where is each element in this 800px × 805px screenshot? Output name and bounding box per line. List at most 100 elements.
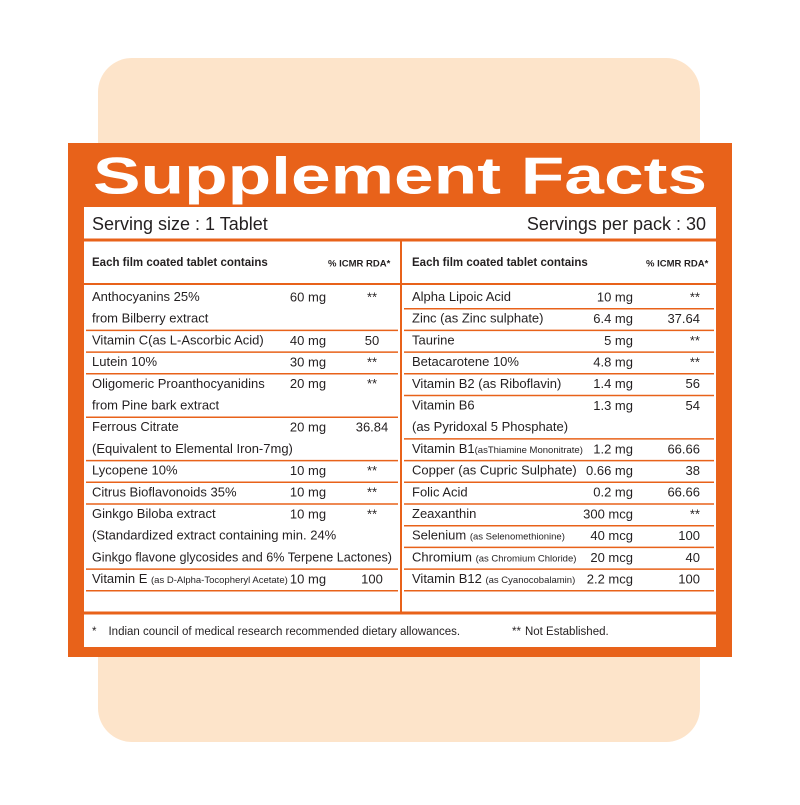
footnote-text: Not Established. <box>525 626 609 638</box>
name-note: (as Selenomethionine) <box>470 531 565 542</box>
name-text: Vitamin B1 <box>412 441 475 456</box>
amount: 1.2 mg <box>593 441 633 456</box>
rda: 54 <box>686 398 700 413</box>
footnote: * Indian council of medical research reco… <box>92 626 460 638</box>
ingredient-name: Ferrous Citrate <box>92 420 179 435</box>
ingredient-name: (Standardized extract containing min. 24… <box>92 528 337 543</box>
rda-heading: % ICMR RDA* <box>328 259 391 270</box>
name-text: Betacarotene 10% <box>412 355 519 370</box>
ingredient-name: Alpha Lipoic Acid <box>412 289 511 304</box>
rda: 100 <box>678 528 700 543</box>
amount: 20 mg <box>290 376 326 391</box>
name-text: Lycopene 10% <box>92 463 178 478</box>
ingredient-name: Betacarotene 10% <box>412 355 519 370</box>
ingredient-name: Ginkgo flavone glycosides and 6% Terpene… <box>92 550 392 565</box>
name-note: (as Chromium Chloride) <box>476 553 577 564</box>
name-text: Ferrous Citrate <box>92 420 179 435</box>
name-text: Chromium <box>412 550 476 565</box>
amount: 6.4 mg <box>593 311 633 326</box>
footnote-mark: * <box>92 626 97 638</box>
name-text: Taurine <box>412 333 455 348</box>
amount: 30 mg <box>290 355 326 370</box>
name-text: Vitamin B2 (as Riboflavin) <box>412 376 561 391</box>
amount: 10 mg <box>597 289 633 304</box>
name-text: Vitamin B12 <box>412 572 485 587</box>
name-text: Oligomeric Proanthocyanidins <box>92 376 265 391</box>
amount: 10 mg <box>290 572 326 587</box>
amount: 2.2 mcg <box>587 572 633 587</box>
name-text: from Pine bark extract <box>92 398 220 413</box>
rda: ** <box>367 289 377 304</box>
ingredient-name: Chromium (as Chromium Chloride) <box>412 550 576 565</box>
amount: 20 mcg <box>590 550 633 565</box>
ingredient-name: Taurine <box>412 333 455 348</box>
ingredient-name: Vitamin B6 <box>412 398 475 413</box>
rda-heading: % ICMR RDA* <box>646 259 709 270</box>
rda: ** <box>367 485 377 500</box>
ingredient-name: Vitamin B2 (as Riboflavin) <box>412 376 561 391</box>
footnote-text: Indian council of medical research recom… <box>108 626 460 638</box>
name-text: from Bilberry extract <box>92 311 209 326</box>
ingredient-name: Lutein 10% <box>92 355 157 370</box>
ingredient-name: (as Pyridoxal 5 Phosphate) <box>412 420 568 435</box>
name-text: Vitamin C(as L-Ascorbic Acid) <box>92 333 264 348</box>
ingredient-name: Zeaxanthin <box>412 506 476 521</box>
servings-per-pack: Servings per pack : 30 <box>527 214 706 234</box>
ingredient-name: Vitamin C(as L-Ascorbic Acid) <box>92 333 264 348</box>
ingredient-name: Lycopene 10% <box>92 463 178 478</box>
amount: 5 mg <box>604 333 633 348</box>
ingredient-name: Copper (as Cupric Sulphate) <box>412 463 577 478</box>
amount: 40 mcg <box>590 528 633 543</box>
name-text: Ginkgo flavone glycosides and 6% Terpene… <box>92 550 392 565</box>
ingredient-name: Ginkgo Biloba extract <box>92 506 216 521</box>
name-note: (asThiamine Mononitrate) <box>475 444 583 455</box>
ingredient-name: (Equivalent to Elemental Iron-7mg) <box>92 441 293 456</box>
rda: ** <box>367 376 377 391</box>
name-text: Ginkgo Biloba extract <box>92 506 216 521</box>
serving-size: Serving size : 1 Tablet <box>92 214 268 234</box>
name-text: Vitamin E <box>92 572 151 587</box>
name-text: Zeaxanthin <box>412 506 476 521</box>
ingredient-name: Vitamin E (as D-Alpha-Tocopheryl Acetate… <box>92 572 288 587</box>
amount: 0.66 mg <box>586 463 633 478</box>
rda: 100 <box>678 572 700 587</box>
amount: 60 mg <box>290 289 326 304</box>
rda: ** <box>367 355 377 370</box>
rda: 40 <box>686 550 700 565</box>
column-heading: Each film coated tablet contains <box>412 257 588 269</box>
ingredient-name: Citrus Bioflavonoids 35% <box>92 485 237 500</box>
rda: 38 <box>686 463 700 478</box>
rda: ** <box>367 463 377 478</box>
amount: 10 mg <box>290 506 326 521</box>
name-text: (as Pyridoxal 5 Phosphate) <box>412 420 568 435</box>
name-text: Vitamin B6 <box>412 398 475 413</box>
amount: 20 mg <box>290 420 326 435</box>
footnote-mark: ** <box>512 626 521 638</box>
ingredient-name: Vitamin B12 (as Cyanocobalamin) <box>412 572 575 587</box>
amount: 10 mg <box>290 463 326 478</box>
name-text: Alpha Lipoic Acid <box>412 289 511 304</box>
rda: ** <box>690 333 700 348</box>
rda: 66.66 <box>667 485 700 500</box>
ingredient-name: Vitamin B1(asThiamine Mononitrate) <box>412 441 583 456</box>
amount: 1.3 mg <box>593 398 633 413</box>
ingredient-name: Folic Acid <box>412 485 468 500</box>
rda: 66.66 <box>667 441 700 456</box>
ingredient-name: Selenium (as Selenomethionine) <box>412 528 565 543</box>
rda: 56 <box>686 376 700 391</box>
name-text: Folic Acid <box>412 485 468 500</box>
rda: ** <box>367 506 377 521</box>
name-text: Copper (as Cupric Sulphate) <box>412 463 577 478</box>
amount: 0.2 mg <box>593 485 633 500</box>
amount: 40 mg <box>290 333 326 348</box>
name-note: (as D-Alpha-Tocopheryl Acetate) <box>151 575 288 586</box>
ingredient-name: Zinc (as Zinc sulphate) <box>412 311 544 326</box>
name-note: (as Cyanocobalamin) <box>485 575 575 586</box>
rda: 36.84 <box>356 420 389 435</box>
rda: 100 <box>361 572 383 587</box>
title: Supplement Facts <box>93 148 707 206</box>
name-text: Selenium <box>412 528 470 543</box>
amount: 1.4 mg <box>593 376 633 391</box>
